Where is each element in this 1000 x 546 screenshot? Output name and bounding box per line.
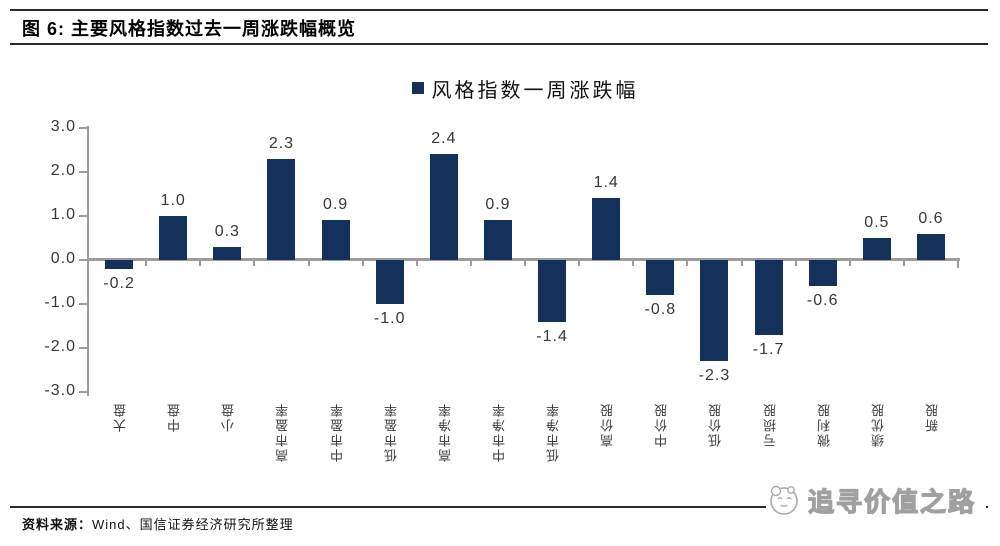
bar xyxy=(916,233,945,260)
bar-value-label: -0.8 xyxy=(644,301,677,319)
bar-value-label: -0.2 xyxy=(103,274,135,292)
x-axis-category-label: 高价股 xyxy=(600,402,616,447)
y-axis-tick xyxy=(79,391,87,393)
bar xyxy=(754,260,783,335)
x-axis-tick xyxy=(145,261,148,266)
bar xyxy=(213,246,242,260)
bar xyxy=(538,260,567,322)
bar xyxy=(862,238,891,260)
x-axis-tick xyxy=(902,261,905,266)
x-axis-category-label: 中盘 xyxy=(167,402,183,432)
x-axis-category-label: 亏损股 xyxy=(762,402,778,447)
bar-value-label: 1.0 xyxy=(160,192,186,209)
x-axis-tick xyxy=(253,261,256,266)
watermark: 追寻价值之路 xyxy=(766,478,986,522)
x-axis-category-label: 小盘 xyxy=(221,402,237,432)
source-note: 资料来源：Wind、国信证券经济研究所整理 xyxy=(22,514,294,533)
watermark-text: 追寻价值之路 xyxy=(807,486,977,517)
x-axis-category-label: 高市盈率 xyxy=(275,402,291,462)
y-axis-tick-label: -3.0 xyxy=(44,382,76,399)
legend-label: 风格指数一周涨跌幅 xyxy=(431,79,639,102)
watermark-logo-icon xyxy=(770,485,798,515)
x-axis-category-label: 低价股 xyxy=(708,402,724,447)
x-axis-category-label: 大盘 xyxy=(113,402,129,432)
x-axis-tick xyxy=(469,261,472,266)
bar xyxy=(483,220,512,260)
bar xyxy=(646,260,675,296)
bar xyxy=(592,198,621,260)
x-axis-tick xyxy=(415,261,418,266)
y-axis-tick xyxy=(79,171,87,173)
figure-title: 图 6: 主要风格指数过去一周涨跌幅概览 xyxy=(22,19,357,39)
y-axis-tick-label: -1.0 xyxy=(44,294,76,311)
x-axis-tick xyxy=(632,261,635,266)
x-axis-tick xyxy=(199,261,202,266)
x-axis-tick xyxy=(307,261,310,266)
x-axis-category-label: 中市净率 xyxy=(491,402,507,462)
x-axis-tick xyxy=(524,261,526,266)
bar xyxy=(808,260,837,287)
y-axis-tick-label: 3.0 xyxy=(50,118,76,135)
bar-value-label: 0.9 xyxy=(485,196,511,214)
bar-value-label: 0.3 xyxy=(214,222,240,240)
x-axis-category-label: 低市盈率 xyxy=(383,402,399,462)
source-text: Wind、国信证券经济研究所整理 xyxy=(92,517,294,532)
x-axis-tick xyxy=(578,261,581,266)
y-axis-tick-label: 1.0 xyxy=(50,206,76,223)
x-axis-category-label: 中市盈率 xyxy=(329,402,345,462)
bar-value-label: 2.3 xyxy=(268,134,295,152)
legend-swatch-icon xyxy=(411,82,424,94)
x-axis-tick xyxy=(848,261,851,266)
bar-value-label: 0.9 xyxy=(322,196,349,214)
bottom-rule xyxy=(10,506,988,508)
x-axis-category-label: 绩优股 xyxy=(870,402,886,447)
y-axis-tick xyxy=(79,259,87,261)
bar xyxy=(321,220,350,260)
bar-value-label: -1.4 xyxy=(536,327,568,345)
x-axis-tick xyxy=(794,261,797,266)
bar xyxy=(105,260,134,269)
bar-value-label: -1.0 xyxy=(373,310,406,327)
bar-value-label: 0.5 xyxy=(864,214,890,231)
x-axis-category-label: 微利股 xyxy=(816,402,832,447)
bar-value-label: -0.6 xyxy=(806,292,839,310)
x-axis-category-label: 中价股 xyxy=(654,402,670,447)
y-axis-tick xyxy=(79,303,87,305)
top-rule xyxy=(10,9,988,11)
y-axis-tick-label: 0.0 xyxy=(50,250,76,267)
y-axis-tick-label: 2.0 xyxy=(50,162,76,179)
bar-value-label: 1.4 xyxy=(593,174,619,192)
bar-value-label: 2.4 xyxy=(431,130,457,148)
x-axis-category-label: 高市净率 xyxy=(437,402,453,462)
x-axis-tick xyxy=(740,261,743,266)
chart-legend: 风格指数一周涨跌幅 xyxy=(92,76,958,102)
bar-value-label: 0.6 xyxy=(918,209,944,227)
source-label: 资料来源： xyxy=(22,517,93,532)
y-axis-tick xyxy=(79,215,87,217)
title-bottom-rule xyxy=(10,43,988,45)
bar-value-label: -2.3 xyxy=(698,367,731,385)
bar xyxy=(700,260,729,362)
y-axis-line xyxy=(87,126,89,396)
y-axis-tick xyxy=(79,347,87,349)
x-axis-zero-line xyxy=(87,258,960,261)
bar-value-label: -1.7 xyxy=(752,340,785,358)
bar xyxy=(375,260,404,304)
bar xyxy=(429,154,458,260)
x-axis-tick xyxy=(957,261,959,268)
x-axis-category-label: 低市净率 xyxy=(546,402,562,462)
x-axis-tick xyxy=(361,261,364,266)
x-axis-tick xyxy=(686,261,689,266)
x-axis-category-label: 新股 xyxy=(924,402,940,432)
bar xyxy=(159,216,188,260)
y-axis-tick-label: -2.0 xyxy=(44,338,76,355)
y-axis-tick xyxy=(79,127,87,129)
bar xyxy=(267,158,296,260)
